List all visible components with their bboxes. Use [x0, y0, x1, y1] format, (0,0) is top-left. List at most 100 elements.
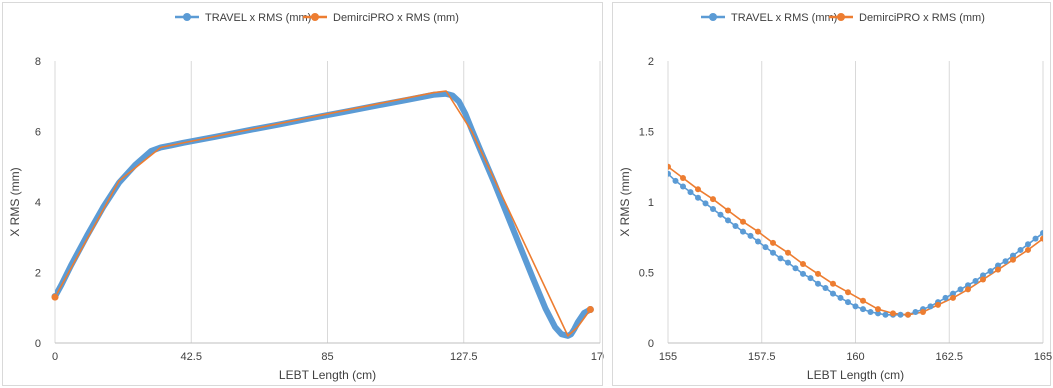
data-point-demircipro: [586, 306, 594, 314]
x-tick-label: 127.5: [450, 351, 478, 363]
x-axis-title: LEBT Length (cm): [279, 368, 376, 382]
data-point-travel: [980, 272, 986, 279]
x-axis-title: LEBT Length (cm): [807, 368, 904, 382]
data-point-demircipro: [935, 301, 941, 308]
data-point-travel: [710, 206, 716, 213]
data-point-travel: [725, 217, 731, 224]
data-point-demircipro: [770, 239, 776, 246]
data-point-travel: [672, 177, 679, 184]
data-point-travel: [860, 306, 866, 313]
x-tick-label: 42.5: [181, 351, 202, 363]
data-point-travel: [732, 222, 739, 229]
x-tick-label: 157.5: [748, 351, 776, 363]
data-point-travel: [1032, 235, 1039, 242]
data-point-travel: [1002, 258, 1009, 265]
data-point-demircipro: [668, 163, 671, 170]
x-tick-label: 162.5: [935, 351, 963, 363]
legend-marker-travel: [709, 13, 717, 21]
data-point-travel: [770, 249, 776, 256]
y-tick-label: 2: [35, 268, 41, 280]
data-point-travel: [830, 290, 836, 297]
series-line-demircipro: [668, 166, 1043, 316]
data-point-travel: [740, 228, 746, 235]
x-tick-label: 160: [846, 351, 864, 363]
data-point-demircipro: [710, 196, 716, 203]
data-point-demircipro: [1025, 246, 1031, 253]
data-point-travel: [762, 244, 769, 251]
data-point-travel: [822, 285, 829, 292]
x-tick-label: 155: [659, 351, 677, 363]
legend-marker-demircipro: [837, 13, 845, 21]
data-point-travel: [755, 238, 761, 245]
x-tick-label: 85: [321, 351, 333, 363]
data-point-travel: [942, 294, 949, 301]
data-point-travel: [995, 262, 1001, 269]
data-point-demircipro: [830, 280, 836, 287]
data-point-travel: [785, 259, 791, 266]
data-point-demircipro: [860, 297, 866, 304]
y-tick-label: 1.5: [639, 127, 654, 139]
data-point-demircipro: [845, 289, 851, 296]
data-point-demircipro: [725, 207, 731, 214]
data-point-demircipro: [680, 175, 686, 182]
data-point-travel: [837, 294, 844, 301]
data-point-travel: [927, 303, 934, 310]
data-point-travel: [1010, 252, 1016, 259]
chart-panel-left: 0 42.5 85 127.5 170 0 2 4 6 8 LEBT Length (cm) X RM…: [2, 2, 604, 386]
data-point-demircipro: [905, 311, 911, 318]
y-tick-label: 0: [648, 338, 654, 350]
x-tick-label: 165: [1034, 351, 1052, 363]
data-point-demircipro: [785, 249, 791, 256]
data-point-demircipro: [995, 266, 1001, 273]
data-point-travel: [717, 211, 724, 218]
data-point-demircipro: [51, 293, 59, 301]
data-point-travel: [815, 280, 821, 287]
data-point-travel: [680, 183, 686, 190]
y-tick-label: 0.5: [639, 268, 654, 280]
data-point-demircipro: [800, 261, 806, 268]
data-point-travel: [702, 200, 709, 207]
data-point-travel: [845, 299, 851, 306]
legend-marker-demircipro: [311, 13, 319, 21]
data-point-demircipro: [965, 286, 971, 293]
data-point-travel: [882, 311, 889, 318]
data-point-travel: [912, 308, 919, 315]
data-point-demircipro: [1010, 256, 1016, 263]
y-axis-title: X RMS (mm): [8, 167, 22, 236]
data-point-travel: [695, 194, 701, 201]
y-tick-label: 8: [35, 56, 41, 68]
data-point-demircipro: [815, 270, 821, 277]
data-point-travel: [972, 277, 979, 284]
series-line-demircipro: [55, 90, 592, 337]
y-tick-label: 6: [35, 127, 41, 139]
legend-label-travel: TRAVEL x RMS (mm): [205, 12, 311, 24]
x-tick-label: 0: [52, 351, 58, 363]
data-point-demircipro: [950, 294, 956, 301]
data-point-travel: [897, 311, 904, 318]
y-axis-title: X RMS (mm): [618, 167, 632, 236]
data-point-demircipro: [980, 276, 986, 283]
y-tick-label: 4: [35, 197, 41, 209]
data-point-travel: [800, 270, 806, 277]
chart-left: 0 42.5 85 127.5 170 0 2 4 6 8 LEBT Length (cm) X RM…: [8, 12, 604, 382]
data-point-travel: [1025, 241, 1031, 248]
data-point-travel: [950, 290, 956, 297]
series-line-travel: [55, 90, 594, 339]
y-tick-label: 2: [648, 56, 654, 68]
y-tick-label: 0: [35, 338, 41, 350]
legend-label-travel: TRAVEL x RMS (mm): [731, 12, 837, 24]
data-point-travel: [747, 232, 754, 239]
data-point-travel: [777, 255, 784, 262]
legend-label-demircipro: DemirciPRO x RMS (mm): [859, 12, 985, 24]
data-point-demircipro: [740, 218, 746, 225]
data-point-travel: [792, 265, 799, 272]
data-point-travel: [687, 189, 694, 196]
legend-marker-travel: [183, 13, 191, 21]
y-tick-label: 1: [648, 197, 654, 209]
x-tick-label: 170: [591, 351, 604, 363]
data-point-demircipro: [875, 306, 881, 313]
data-point-travel: [965, 282, 971, 289]
data-point-demircipro: [920, 308, 926, 315]
data-point-travel: [807, 275, 814, 282]
data-point-travel: [852, 303, 859, 310]
